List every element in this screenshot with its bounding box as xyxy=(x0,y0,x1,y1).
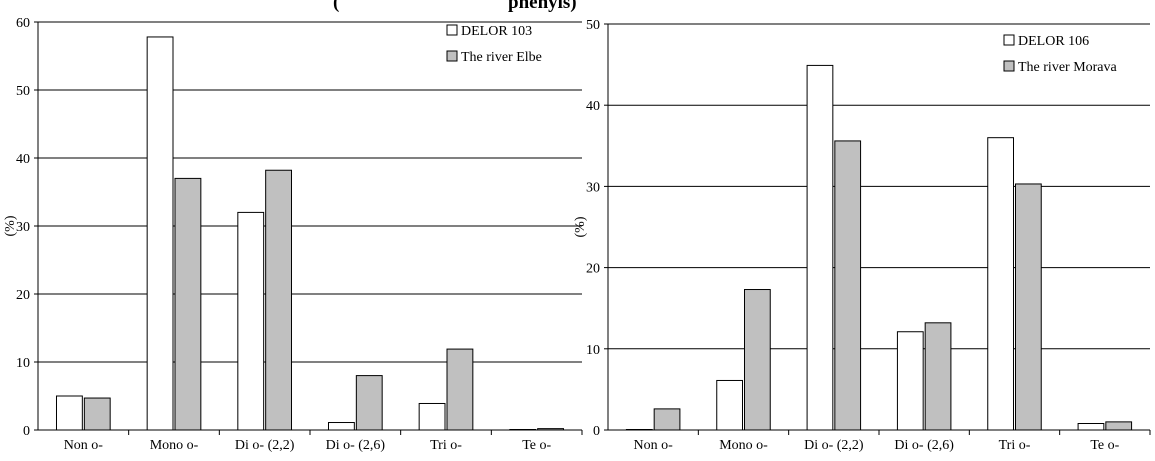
bar xyxy=(509,429,537,431)
x-tick-label: Non o- xyxy=(64,438,104,453)
y-tick-label: 50 xyxy=(16,84,30,99)
y-tick-label: 60 xyxy=(16,16,30,31)
bar xyxy=(418,402,446,431)
bar xyxy=(716,379,744,431)
bar xyxy=(924,322,952,431)
bar xyxy=(806,64,834,431)
bar xyxy=(1105,421,1133,431)
bar xyxy=(265,169,293,431)
y-tick-label: 40 xyxy=(586,99,600,114)
bar xyxy=(83,397,111,431)
bar xyxy=(55,395,83,431)
bar xyxy=(896,331,924,431)
left-bar-chart: 0 10 20 30 40 50 60 (%) Non o- Mono o- Di o- (2,2)… xyxy=(3,16,583,453)
y-tick-label: 30 xyxy=(16,220,30,235)
legend-swatch xyxy=(1003,60,1015,72)
right-bar-chart: 0 10 20 30 40 50 (%) Non o- Mono o- Di o- (2,2) Di… xyxy=(573,18,1151,453)
x-tick-label: Non o- xyxy=(634,438,674,453)
legend-label: The river Elbe xyxy=(461,50,542,65)
x-tick-label: Tri o- xyxy=(999,438,1031,453)
bar xyxy=(537,428,565,431)
y-tick-label: 10 xyxy=(16,356,30,371)
legend-label: DELOR 103 xyxy=(461,24,532,39)
bar xyxy=(446,348,474,431)
bar xyxy=(1015,183,1042,431)
x-tick-label: Di o- (2,6) xyxy=(326,438,386,453)
x-tick-label: Di o- (2,2) xyxy=(235,438,295,453)
y-tick-label: 0 xyxy=(23,424,30,439)
bar xyxy=(653,408,681,431)
legend-label: The river Morava xyxy=(1018,60,1118,75)
bar xyxy=(834,140,862,431)
x-tick-label: Te o- xyxy=(1090,438,1119,453)
x-tick-label: Tri o- xyxy=(430,438,462,453)
bar xyxy=(327,422,355,431)
bar xyxy=(1077,423,1105,431)
x-tick-label: Di o- (2,6) xyxy=(894,438,954,453)
chart-title-fragment-right: phenyls) xyxy=(508,0,577,13)
y-tick-label: 30 xyxy=(586,180,600,195)
y-tick-label: 40 xyxy=(16,152,30,167)
bar xyxy=(625,429,653,431)
y-tick-label: 0 xyxy=(593,424,600,439)
legend-label: DELOR 106 xyxy=(1018,34,1089,49)
y-tick-label: 10 xyxy=(586,343,600,358)
x-tick-label: Di o- (2,2) xyxy=(804,438,864,453)
y-axis-label: (%) xyxy=(573,216,588,237)
y-tick-label: 50 xyxy=(586,18,600,33)
x-tick-label: Mono o- xyxy=(719,438,768,453)
bar xyxy=(355,375,383,431)
x-tick-label: Mono o- xyxy=(150,438,199,453)
legend-swatch xyxy=(1003,34,1015,46)
y-tick-label: 20 xyxy=(16,288,30,303)
legend-swatch xyxy=(446,50,458,62)
bar xyxy=(744,289,771,431)
y-tick-label: 20 xyxy=(586,262,600,277)
bar xyxy=(987,137,1015,431)
bar xyxy=(146,36,174,431)
bar xyxy=(174,177,202,431)
bar xyxy=(237,211,265,431)
legend-swatch xyxy=(446,24,458,36)
y-axis-label: (%) xyxy=(3,215,18,236)
x-tick-label: Te o- xyxy=(522,438,551,453)
chart-title-fragment-left: ( xyxy=(333,0,339,13)
